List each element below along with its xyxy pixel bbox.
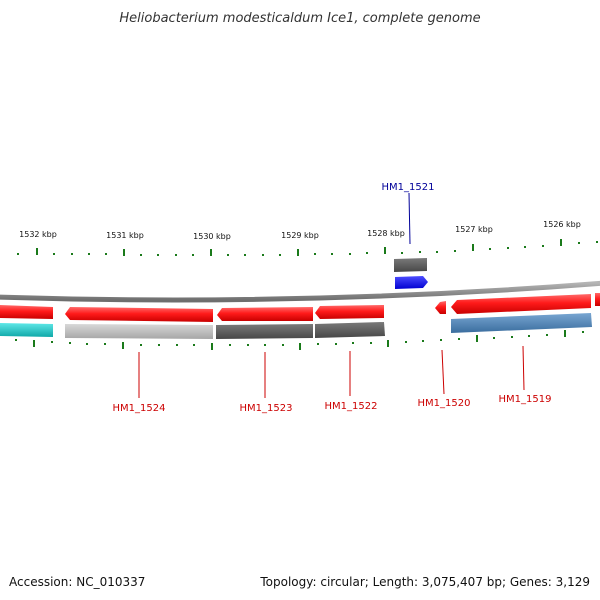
gene-labels: HM1_1524 HM1_1523 HM1_1522 HM1_1521 HM1_… — [113, 182, 552, 414]
gene-label-hm1-1523[interactable]: HM1_1523 — [240, 403, 293, 414]
gene-arrow-hm1-1522[interactable] — [315, 305, 384, 319]
gene-label-hm1-1519[interactable]: HM1_1519 — [499, 394, 552, 405]
gene-features[interactable] — [0, 258, 600, 339]
genome-backbone — [0, 280, 600, 303]
ruler-label: 1527 kbp — [455, 225, 493, 234]
gene-arrow-hm1-1524[interactable] — [65, 307, 213, 322]
gene-arrow-hm1-1521[interactable] — [395, 276, 428, 289]
ruler-labels: 1532 kbp 1531 kbp 1530 kbp 1529 kbp 1528… — [19, 220, 581, 241]
gene-arrow-hm1-1520[interactable] — [435, 301, 446, 314]
ruler-label: 1531 kbp — [106, 231, 144, 240]
gene-arrow-hm1-1523[interactable] — [217, 307, 313, 321]
map-title: Heliobacterium modesticaldum Ice1, compl… — [119, 11, 480, 26]
gene-arrow[interactable] — [595, 293, 600, 306]
ruler-label: 1526 kbp — [543, 220, 581, 229]
ruler-label: 1532 kbp — [19, 230, 57, 239]
gene-label-hm1-1522[interactable]: HM1_1522 — [325, 401, 378, 412]
gene-arrow[interactable] — [0, 305, 53, 319]
gene-arrow[interactable] — [216, 324, 313, 339]
gene-label-hm1-1520[interactable]: HM1_1520 — [418, 398, 471, 409]
gene-arrow[interactable] — [315, 322, 385, 338]
gene-arrow[interactable] — [451, 313, 592, 333]
gene-label-hm1-1521[interactable]: HM1_1521 — [382, 182, 435, 193]
gene-arrow[interactable] — [65, 324, 213, 339]
ruler-ticks-inner — [15, 330, 584, 350]
accession-text: Accession: NC_010337 — [9, 575, 145, 589]
gene-arrow-hm1-1519[interactable] — [451, 294, 591, 314]
gene-label-hm1-1524[interactable]: HM1_1524 — [113, 403, 166, 414]
gene-label-lines — [138, 192, 525, 398]
ruler-label: 1528 kbp — [367, 229, 405, 238]
gene-arrow[interactable] — [394, 258, 427, 272]
ruler-ticks-outer — [17, 239, 598, 256]
topology-text: Topology: circular; Length: 3,075,407 bp… — [259, 575, 590, 589]
ruler-label: 1530 kbp — [193, 232, 231, 241]
gene-arrow[interactable] — [0, 323, 53, 337]
ruler-label: 1529 kbp — [281, 231, 319, 240]
